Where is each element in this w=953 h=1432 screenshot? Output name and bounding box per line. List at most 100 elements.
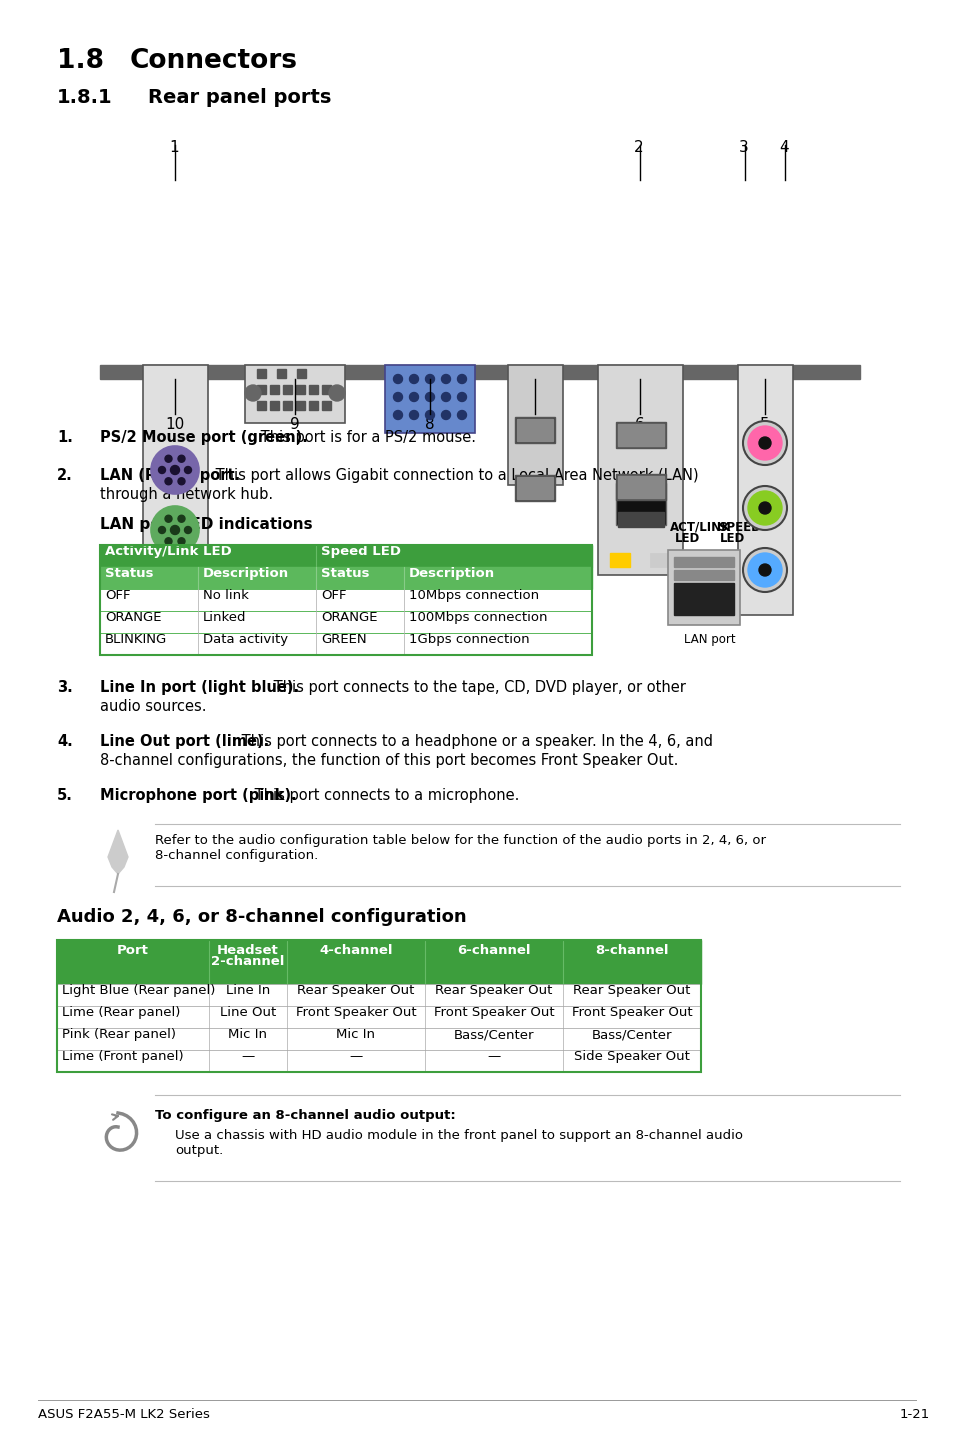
Text: Refer to the audio configuration table below for the function of the audio ports: Refer to the audio configuration table b… (154, 833, 765, 862)
Bar (100, 546, 592, 567)
Bar (256, 401, 266, 410)
Circle shape (742, 421, 786, 465)
Text: 8-channel: 8-channel (595, 945, 668, 958)
Text: 10Mbps connection: 10Mbps connection (409, 589, 538, 601)
Circle shape (165, 538, 172, 544)
Bar (256, 369, 266, 378)
Bar (270, 401, 278, 410)
Circle shape (759, 503, 770, 514)
Text: Bass/Center: Bass/Center (454, 1028, 534, 1041)
Text: —: — (487, 1050, 500, 1063)
Text: Description: Description (409, 567, 495, 580)
Bar (673, 570, 733, 580)
Bar (616, 483, 665, 526)
Text: Side Speaker Out: Side Speaker Out (574, 1050, 689, 1063)
Bar (143, 365, 208, 576)
Circle shape (329, 385, 345, 401)
Circle shape (441, 411, 450, 420)
Text: 9: 9 (290, 417, 299, 432)
Text: ORANGE: ORANGE (105, 611, 161, 624)
Text: No link: No link (203, 589, 249, 601)
Bar (245, 365, 345, 422)
Bar (309, 385, 317, 394)
Text: 4: 4 (779, 140, 788, 155)
Text: 4.: 4. (57, 735, 72, 749)
Text: Rear panel ports: Rear panel ports (148, 87, 331, 107)
Circle shape (165, 478, 172, 485)
Text: Lime (Front panel): Lime (Front panel) (62, 1050, 183, 1063)
Text: 1: 1 (169, 140, 178, 155)
Bar (296, 369, 306, 378)
Bar (100, 611, 592, 633)
Text: This port connects to the tape, CD, DVD player, or other: This port connects to the tape, CD, DVD … (269, 680, 685, 695)
Bar (283, 401, 292, 410)
Bar (295, 385, 305, 394)
Text: Rear Speaker Out: Rear Speaker Out (573, 984, 690, 997)
Text: 6: 6 (635, 417, 644, 432)
Bar (100, 567, 592, 589)
Bar (270, 385, 278, 394)
Text: Connectors: Connectors (130, 49, 297, 74)
Bar (616, 422, 665, 448)
Text: Status: Status (320, 567, 369, 580)
Bar (618, 513, 663, 527)
Circle shape (425, 411, 434, 420)
Text: 8: 8 (424, 417, 435, 432)
Text: ACT/LINK: ACT/LINK (669, 521, 731, 534)
Circle shape (742, 485, 786, 530)
Text: Description: Description (203, 567, 289, 580)
Text: 1.8.1: 1.8.1 (57, 87, 112, 107)
Text: LAN port: LAN port (683, 633, 735, 646)
Circle shape (151, 445, 199, 494)
Circle shape (393, 392, 402, 401)
Bar (100, 589, 592, 611)
Text: OFF: OFF (320, 589, 346, 601)
Bar (517, 477, 553, 498)
Text: Line In port (light blue).: Line In port (light blue). (100, 680, 299, 695)
Text: through a network hub.: through a network hub. (100, 487, 273, 503)
Text: Headset: Headset (217, 944, 278, 957)
Text: Line Out port (lime).: Line Out port (lime). (100, 735, 269, 749)
Circle shape (171, 465, 179, 474)
Text: 6-channel: 6-channel (456, 945, 530, 958)
Text: Pink (Rear panel): Pink (Rear panel) (62, 1028, 175, 1041)
Circle shape (759, 437, 770, 450)
Text: LED: LED (720, 533, 744, 546)
Bar (57, 984, 700, 1007)
Text: 2-channel: 2-channel (212, 955, 284, 968)
Text: Linked: Linked (203, 611, 246, 624)
Text: Line In: Line In (226, 984, 270, 997)
Bar (673, 557, 733, 567)
Bar (57, 939, 700, 1073)
Circle shape (457, 375, 466, 384)
Circle shape (245, 385, 261, 401)
Circle shape (409, 392, 418, 401)
Circle shape (165, 516, 172, 523)
Bar (57, 939, 700, 984)
Text: Rear Speaker Out: Rear Speaker Out (435, 984, 552, 997)
Circle shape (178, 478, 185, 485)
Text: This port is for a PS/2 mouse.: This port is for a PS/2 mouse. (256, 430, 476, 445)
Text: 10: 10 (165, 417, 184, 432)
Bar (598, 365, 682, 576)
Text: 1-21: 1-21 (899, 1408, 929, 1421)
Circle shape (393, 375, 402, 384)
Text: This port connects to a microphone.: This port connects to a microphone. (250, 788, 518, 803)
Text: Front Speaker Out: Front Speaker Out (571, 1007, 692, 1020)
Text: LED: LED (675, 533, 700, 546)
Bar (738, 365, 792, 614)
Circle shape (425, 375, 434, 384)
Bar (309, 401, 317, 410)
Bar (616, 474, 665, 500)
Circle shape (409, 411, 418, 420)
Circle shape (184, 527, 192, 534)
Text: Microphone port (pink).: Microphone port (pink). (100, 788, 296, 803)
Bar (57, 1050, 700, 1073)
Bar (100, 546, 592, 654)
Text: Bass/Center: Bass/Center (591, 1028, 672, 1041)
Bar (385, 365, 475, 432)
Text: 1.8: 1.8 (57, 49, 104, 74)
Text: 2: 2 (634, 140, 643, 155)
Text: ORANGE: ORANGE (320, 611, 377, 624)
Text: 100Mbps connection: 100Mbps connection (409, 611, 547, 624)
